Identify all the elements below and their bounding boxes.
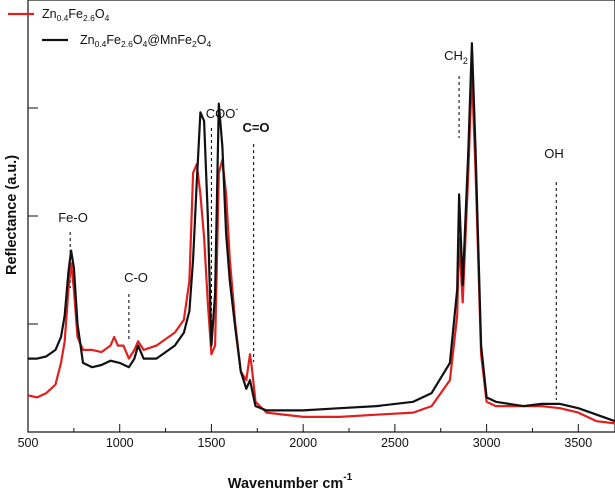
annotation-label: C=O	[242, 120, 269, 135]
series-group	[27, 42, 615, 425]
y-axis-ticks	[28, 107, 38, 325]
legend-label-zn-ferrite: Zn0.4Fe2.6O4	[42, 7, 110, 23]
legend-label-core-shell: Zn0.4Fe2.6O4@MnFe2O4	[80, 33, 211, 49]
x-tick-label: 3500	[564, 436, 592, 450]
annotation-label: CH2	[444, 48, 468, 66]
x-tick-label: 3000	[473, 436, 501, 450]
annotation-label: Fe-O	[58, 210, 88, 225]
x-axis-label: Wavenumber cm-1	[228, 472, 353, 492]
x-tick-label: 2000	[289, 436, 317, 450]
x-tick-label: 2500	[381, 436, 409, 450]
plot-frame	[27, 0, 615, 433]
series-line-zn-ferrite	[27, 72, 615, 425]
annotation-label: C-O	[124, 270, 148, 285]
y-axis-label: Reflectance (a.u.)	[4, 155, 20, 275]
annotations: Fe-O C-O COO-C=O CH2 OH	[58, 48, 564, 400]
annotation-label: COO-	[206, 104, 239, 121]
legend: Zn0.4Fe2.6O4 Zn0.4Fe2.6O4@MnFe2O4	[8, 7, 211, 49]
annotation-label: OH	[544, 146, 564, 161]
x-axis-ticks: 500 1000 1500 2000 2500 3000 3500	[18, 424, 592, 450]
x-tick-label: 1500	[198, 436, 226, 450]
x-tick-label: 1000	[106, 436, 134, 450]
x-tick-label: 500	[18, 436, 39, 450]
series-line-core-shell	[28, 42, 615, 423]
